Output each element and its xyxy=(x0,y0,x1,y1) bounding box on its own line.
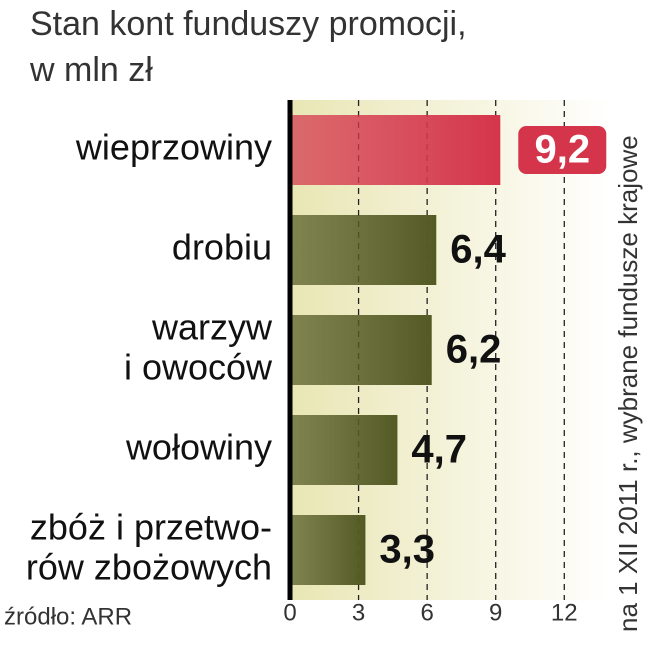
value-label: 4,7 xyxy=(411,428,467,472)
value-label: 6,2 xyxy=(446,328,502,372)
category-label: warzyw xyxy=(151,307,273,348)
bar xyxy=(290,515,366,585)
category-label: i owoców xyxy=(124,347,273,388)
bar xyxy=(290,215,437,285)
x-tick-label: 9 xyxy=(489,599,502,626)
chart-title: w mln zł xyxy=(29,51,153,89)
category-label: drobiu xyxy=(172,227,272,268)
chart-title: Stan kont funduszy promocji, xyxy=(30,5,467,43)
x-tick-label: 6 xyxy=(420,599,433,626)
bar xyxy=(290,415,398,485)
category-label: wołowiny xyxy=(125,427,272,468)
category-label: wieprzowiny xyxy=(75,127,272,168)
source: źródło: ARR xyxy=(4,603,132,630)
note: na 1 XII 2011 r., wybrane fundusze krajo… xyxy=(613,135,643,632)
x-tick-label: 3 xyxy=(352,599,365,626)
value-label: 9,2 xyxy=(534,128,590,172)
value-label: 6,4 xyxy=(450,228,506,272)
x-tick-label: 0 xyxy=(283,599,296,626)
x-tick-label: 12 xyxy=(551,599,578,626)
category-label: zbóż i przetwo- xyxy=(30,507,272,548)
bar xyxy=(290,315,432,385)
category-label: rów zbożowych xyxy=(26,547,272,588)
value-label-box xyxy=(518,126,607,174)
value-label: 3,3 xyxy=(379,528,435,572)
bar xyxy=(290,115,501,185)
